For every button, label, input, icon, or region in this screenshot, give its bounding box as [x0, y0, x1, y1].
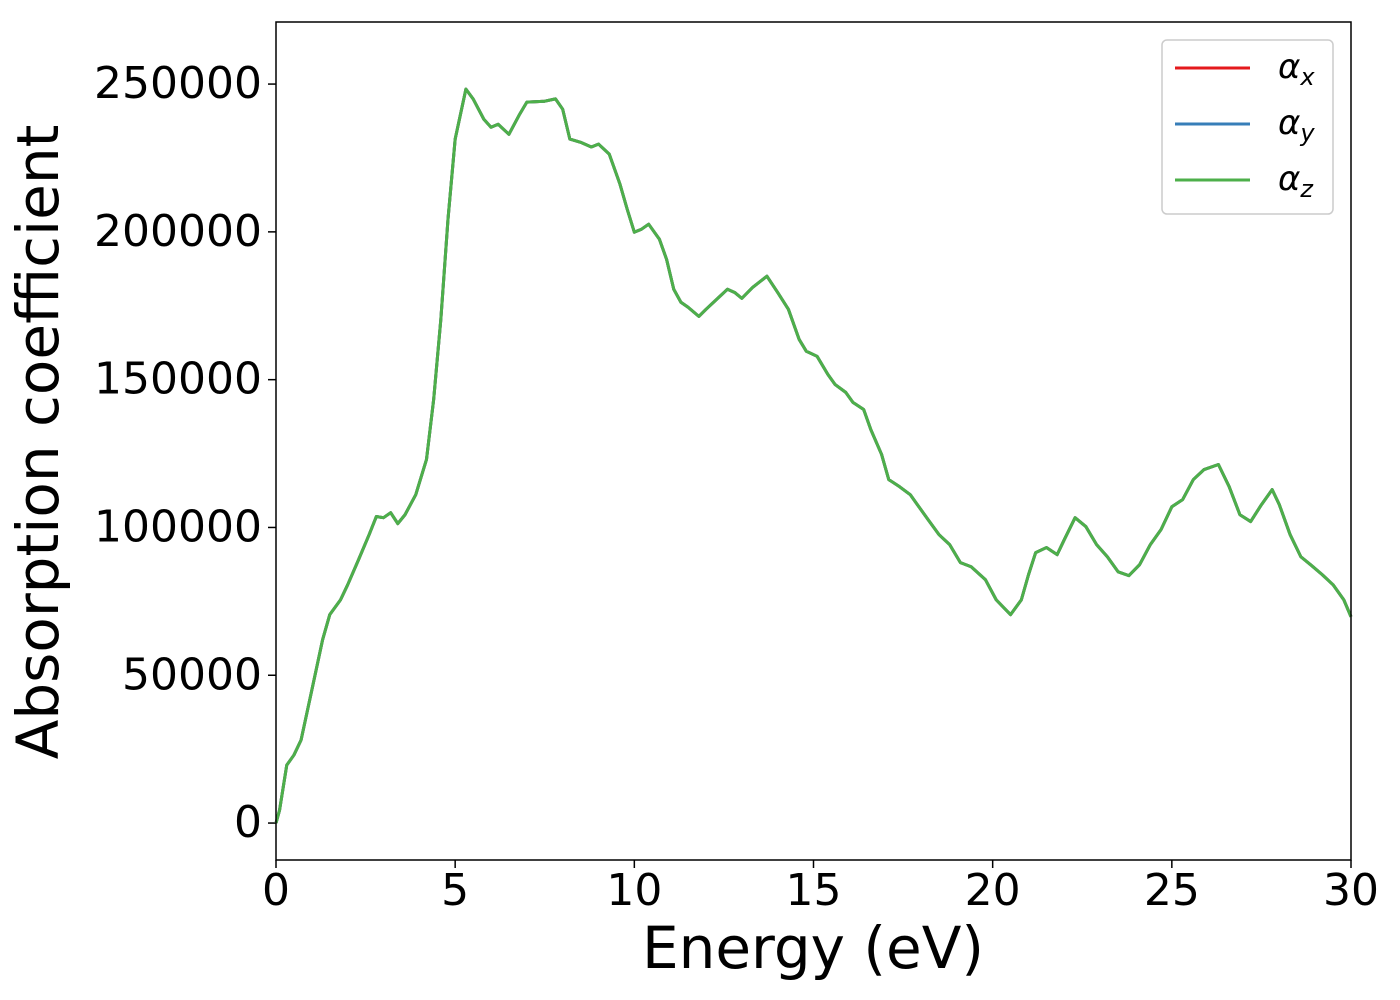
x-axis-label: Energy (eV) [642, 914, 984, 982]
y-tick-label: 150000 [94, 354, 262, 405]
x-tick-label: 0 [262, 865, 290, 916]
y-tick-label: 0 [234, 797, 262, 848]
y-tick-label: 250000 [94, 58, 262, 109]
series-line [274, 87, 1353, 824]
x-tick-label: 5 [441, 865, 469, 916]
legend-label: αz [1278, 159, 1314, 204]
x-tick-label: 20 [965, 865, 1021, 916]
y-tick-label: 50000 [122, 649, 262, 700]
y-tick-label: 200000 [94, 206, 262, 257]
legend: αx αy αz [1161, 39, 1334, 215]
x-tick-label: 30 [1323, 865, 1379, 916]
y-tick-label: 100000 [94, 501, 262, 552]
y-axis-label: Absorption coefficient [4, 125, 72, 760]
plot-frame [275, 21, 1352, 861]
legend-label: αx [1278, 47, 1315, 92]
legend-box [1161, 39, 1334, 215]
legend-label: αy [1278, 103, 1315, 148]
x-tick-label: 25 [1144, 865, 1200, 916]
x-tick-label: 15 [786, 865, 842, 916]
x-tick-label: 10 [606, 865, 662, 916]
